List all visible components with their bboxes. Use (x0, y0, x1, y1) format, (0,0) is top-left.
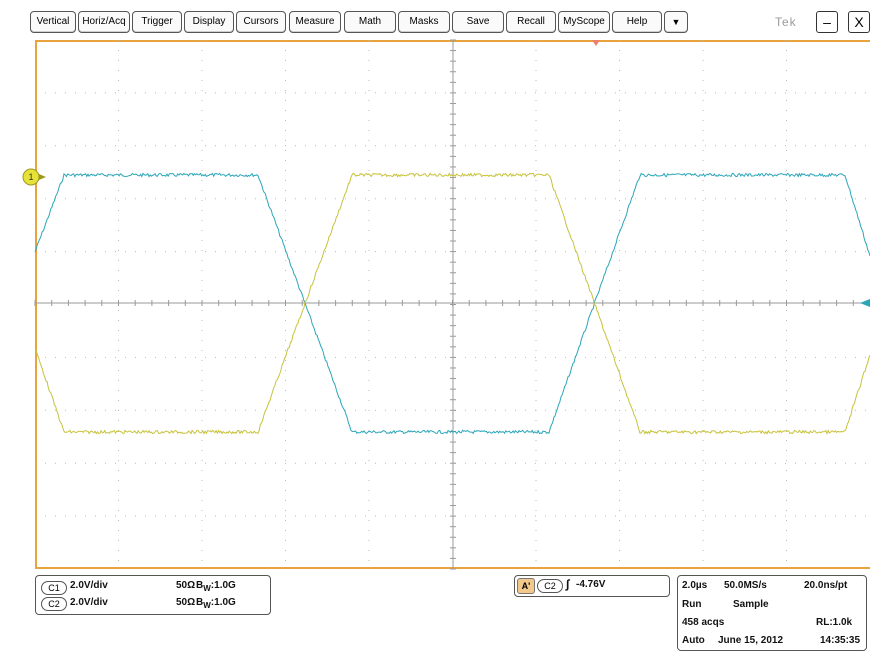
channel-settings-panel[interactable] (35, 575, 271, 615)
recall-menu-button[interactable]: Recall (506, 11, 556, 33)
resolution-value: 20.0ns/pt (804, 580, 848, 591)
ch1-bw-prefix: B (196, 580, 204, 591)
ch2-bw-value: :1.0G (210, 597, 236, 608)
ch2-scale: 2.0V/div (70, 597, 108, 608)
ch1-ground-marker[interactable]: 1 (22, 168, 46, 186)
timebase-value: 2.0µs (682, 580, 708, 591)
cursors-menu-button[interactable]: Cursors (236, 11, 286, 33)
trigger-level-icon[interactable] (860, 299, 870, 307)
channel2-waveform (34, 172, 870, 435)
ch2-impedance: 50Ω (176, 597, 196, 608)
menu-bar: Vertical Horiz/Acq Trigger Display Curso… (0, 0, 870, 36)
save-menu-button[interactable]: Save (452, 11, 504, 33)
record-length: RL:1.0k (816, 617, 853, 628)
ch2-bw-sub: W (203, 601, 211, 610)
acq-time: 14:35:35 (820, 635, 861, 646)
rising-edge-icon: ∫ (566, 577, 570, 591)
horiz-acq-menu-button[interactable]: Horiz/Acq (78, 11, 130, 33)
acq-date: June 15, 2012 (718, 635, 784, 646)
sample-rate-value: 50.0MS/s (724, 580, 767, 591)
acq-count: 458 acqs (682, 617, 725, 628)
ch1-scale: 2.0V/div (70, 580, 108, 591)
ch2-bw-prefix: B (196, 597, 204, 608)
ch2-label-badge[interactable]: C2 (41, 597, 67, 611)
ch1-label-badge[interactable]: C1 (41, 581, 67, 595)
measure-menu-button[interactable]: Measure (289, 11, 341, 33)
ch1-bw-sub: W (203, 584, 211, 593)
masks-menu-button[interactable]: Masks (398, 11, 450, 33)
trigger-level-value: -4.76V (576, 579, 606, 590)
myscope-menu-button[interactable]: MyScope (558, 11, 610, 33)
tek-logo: Tek (775, 15, 797, 29)
ch2-bandwidth: BW:1.0G (196, 597, 236, 610)
trigger-source-badge[interactable]: C2 (537, 579, 563, 593)
acq-mode: Sample (733, 599, 769, 610)
trigger-position-icon[interactable] (592, 40, 600, 46)
vertical-menu-button[interactable]: Vertical (30, 11, 76, 33)
ch1-ground-label: 1 (28, 172, 33, 182)
ch1-impedance: 50Ω (176, 580, 196, 591)
graticule-grid (34, 39, 870, 570)
trigger-mode-badge[interactable]: A' (517, 578, 535, 594)
run-state: Run (682, 599, 702, 610)
acquisition-panel[interactable] (677, 575, 867, 651)
minimize-icon[interactable]: – (816, 11, 838, 33)
status-bar: C1 2.0V/div 50Ω BW:1.0G C2 2.0V/div 50Ω … (0, 570, 870, 653)
channel1-waveform (34, 172, 870, 435)
more-menu-dropdown-icon[interactable]: ▼ (664, 11, 688, 33)
ch1-bandwidth: BW:1.0G (196, 580, 236, 593)
display-menu-button[interactable]: Display (184, 11, 234, 33)
trigger-run-mode: Auto (682, 635, 705, 646)
help-menu-button[interactable]: Help (612, 11, 662, 33)
trigger-menu-button[interactable]: Trigger (132, 11, 182, 33)
math-menu-button[interactable]: Math (344, 11, 396, 33)
ch1-bw-value: :1.0G (210, 580, 236, 591)
